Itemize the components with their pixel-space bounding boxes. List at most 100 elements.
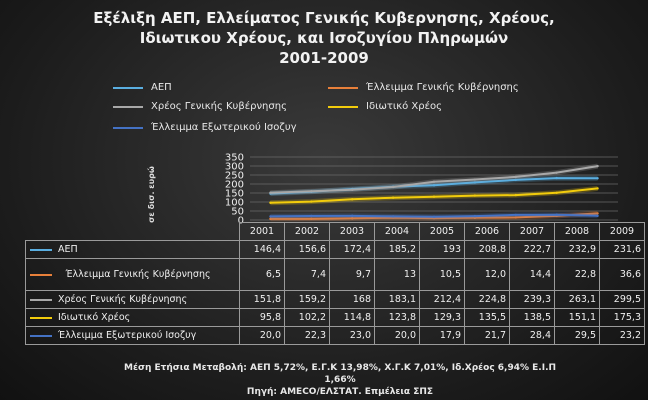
y-tick-label: 150 — [225, 189, 244, 200]
footer-line-1: Μέση Ετήσια Μεταβολή: ΑΕΠ 5,72%, Ε.Γ.Κ 1… — [123, 363, 557, 373]
data-point-external-deficit — [351, 214, 354, 218]
table-cell: 14,4 — [509, 258, 555, 291]
data-point-external-deficit — [391, 215, 395, 218]
title-line-1: Εξέλιξη ΑΕΠ, Ελλείματος Γενικής Κυβερνησ… — [93, 9, 555, 27]
table-cell: 13 — [374, 258, 420, 291]
table-year-header: 2006 — [464, 222, 510, 241]
table-cell: 239,3 — [509, 290, 555, 309]
y-tick-label: 350 — [225, 153, 244, 164]
table-cell: 151,1 — [554, 308, 600, 327]
table-cell: 12,0 — [464, 258, 510, 291]
table-year-header: 2004 — [374, 222, 420, 241]
table-year-header: 2002 — [284, 222, 330, 241]
table-row-gov-debt: Χρέος Γενικής Κυβέρνησης 151,8 159,2 168… — [25, 290, 645, 309]
data-point-gov-debt — [514, 175, 517, 179]
y-tick-label: 250 — [225, 171, 244, 182]
legend-swatch-private-debt — [328, 105, 358, 108]
data-point-gdp — [514, 178, 517, 182]
data-point-gov-deficit — [310, 217, 313, 220]
table-cell: 168 — [329, 290, 375, 309]
table-cell: 123,8 — [374, 308, 420, 327]
table-header-row: 2001 2002 2003 2004 2005 2006 2007 2008 … — [25, 222, 645, 241]
table-cell: 36,6 — [599, 258, 645, 291]
data-point-private-debt — [596, 187, 599, 190]
data-point-gov-debt — [473, 178, 477, 181]
data-point-gov-deficit — [596, 212, 599, 215]
table-year-header: 2007 — [509, 222, 555, 241]
table-cell: 28,4 — [509, 326, 555, 345]
title-line-2: Ιδιωτικου Χρέους, και Ισοζυγίου Πληρωμών — [139, 29, 509, 47]
table-cell: 172,4 — [329, 240, 375, 259]
table-cell: 102,2 — [284, 308, 330, 327]
chart-title: Εξέλιξη ΑΕΠ, Ελλείματος Γενικής Κυβερνησ… — [0, 8, 648, 68]
data-point-gov-debt — [351, 188, 354, 191]
data-point-external-deficit — [310, 214, 313, 218]
table-cell: 263,1 — [554, 290, 600, 309]
row-label-gov-deficit: Έλλειμμα Γενικής Κυβέρνησης — [25, 258, 240, 291]
footer-note: Μέση Ετήσια Μεταβολή: ΑΕΠ 5,72%, Ε.Γ.Κ 1… — [60, 362, 620, 398]
table-year-header: 2001 — [239, 222, 285, 241]
data-point-external-deficit — [432, 215, 436, 218]
data-point-private-debt — [514, 193, 517, 197]
data-point-gdp — [596, 177, 599, 180]
data-point-external-deficit — [596, 214, 599, 218]
legend-label-gov-deficit: Έλλειμμα Γενικής Κυβέρνησης — [366, 82, 519, 93]
table-cell: 10,5 — [419, 258, 465, 291]
data-point-gov-deficit — [514, 216, 517, 219]
table-cell: 175,3 — [599, 308, 645, 327]
data-point-gov-debt — [391, 185, 395, 189]
table-cell: 9,7 — [329, 258, 375, 291]
data-point-private-debt — [310, 200, 313, 203]
row-swatch-gov-debt — [30, 298, 52, 301]
table-row-external-deficit: Έλλειμμα Εξωτερικού Ισοζυγ 20,0 22,3 23,… — [25, 326, 645, 345]
legend-swatch-gov-debt — [113, 105, 143, 108]
gridlines — [250, 156, 618, 221]
data-point-gov-debt — [555, 171, 558, 174]
data-point-private-debt — [269, 201, 272, 204]
table-cell: 21,7 — [464, 326, 510, 345]
data-point-gov-debt — [310, 190, 313, 193]
legend-item-gdp: ΑΕΠ — [113, 82, 172, 93]
data-point-gov-deficit — [269, 217, 272, 221]
table-corner — [25, 222, 240, 241]
legend-item-gov-debt: Χρέος Γενικής Κυβέρνησης — [113, 101, 287, 112]
legend-swatch-gov-deficit — [328, 86, 358, 89]
table-cell: 23,0 — [329, 326, 375, 345]
table-cell: 159,2 — [284, 290, 330, 309]
table-cell: 17,9 — [419, 326, 465, 345]
data-point-private-debt — [432, 195, 436, 198]
table-cell: 23,2 — [599, 326, 645, 345]
data-point-private-debt — [391, 196, 395, 199]
y-tick-label: 50 — [231, 207, 244, 218]
row-label-text: Έλλειμμα Γενικής Κυβέρνησης — [65, 268, 211, 280]
legend-item-gov-deficit: Έλλειμμα Γενικής Κυβέρνησης — [328, 82, 519, 93]
chart-legend: ΑΕΠ Έλλειμμα Γενικής Κυβέρνησης Χρέος Γε… — [0, 0, 648, 140]
table-cell: 6,5 — [239, 258, 285, 291]
data-point-gov-debt — [596, 164, 599, 168]
table-cell: 22,8 — [554, 258, 600, 291]
data-point-gov-deficit — [351, 217, 354, 220]
y-tick-label: 200 — [225, 180, 244, 191]
title-line-3: 2001-2009 — [279, 49, 369, 67]
data-point-gov-deficit — [473, 216, 477, 220]
y-tick-label: 100 — [225, 198, 244, 209]
data-point-private-debt — [351, 198, 354, 201]
table-cell: 193 — [419, 240, 465, 259]
table-year-header: 2009 — [599, 222, 645, 241]
data-point-private-debt — [473, 194, 477, 197]
table-row-gdp: ΑΕΠ 146,4 156,6 172,4 185,2 193 208,8 22… — [25, 240, 645, 259]
table-row-private-debt: Ιδιωτικό Χρέος 95,8 102,2 114,8 123,8 12… — [25, 308, 645, 327]
table-year-header: 2008 — [554, 222, 600, 241]
table-cell: 299,5 — [599, 290, 645, 309]
data-point-external-deficit — [514, 213, 517, 217]
table-cell: 20,0 — [374, 326, 420, 345]
table-cell: 22,3 — [284, 326, 330, 345]
data-point-gov-debt — [269, 191, 272, 194]
table-cell: 138,5 — [509, 308, 555, 327]
table-year-header: 2005 — [419, 222, 465, 241]
table-cell: 224,8 — [464, 290, 510, 309]
y-tick-label: 300 — [225, 162, 244, 173]
row-swatch-private-debt — [30, 316, 52, 319]
row-swatch-external-deficit — [30, 334, 52, 337]
